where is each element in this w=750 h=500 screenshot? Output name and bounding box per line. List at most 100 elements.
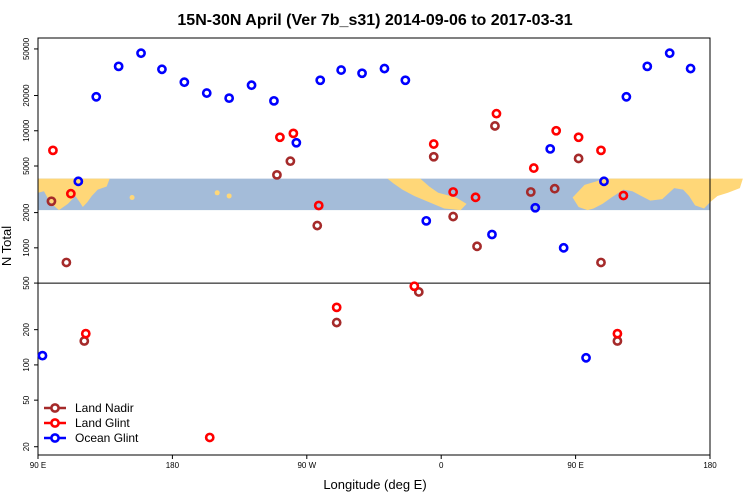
land-nadir-point <box>285 156 296 167</box>
x-tick-label: 0 <box>439 461 444 470</box>
ocean-glint-point <box>91 91 102 102</box>
land-nadir-point <box>448 211 459 222</box>
land-nadir-point <box>79 336 90 346</box>
ocean-glint-point <box>558 242 569 253</box>
land-nadir-point <box>46 196 57 207</box>
ocean-glint-point <box>642 61 653 72</box>
land-glint-point <box>528 163 539 173</box>
land-nadir-point <box>549 183 560 194</box>
world-map-strip <box>38 178 743 211</box>
ocean-glint-point <box>179 77 190 88</box>
legend-label-land-nadir: Land Nadir <box>75 401 134 415</box>
map-island-0 <box>129 195 135 201</box>
y-tick-label: 500 <box>22 276 31 290</box>
ocean-glint-point <box>113 61 124 72</box>
ocean-glint-point <box>545 144 556 154</box>
land-nadir-point <box>472 241 482 252</box>
y-tick-label: 10000 <box>22 119 31 142</box>
y-tick-label: 100 <box>22 358 31 372</box>
legend-marker-land-nadir <box>50 403 60 413</box>
land-nadir-point <box>61 257 72 268</box>
chart-title: 15N-30N April (Ver 7b_s31) 2014-09-06 to… <box>177 12 572 29</box>
ocean-glint-point <box>291 137 302 148</box>
ocean-glint-point <box>379 63 390 74</box>
land-nadir-point <box>413 287 424 297</box>
land-glint-point <box>551 125 562 136</box>
land-glint-point <box>204 432 215 443</box>
map-land-2 <box>572 178 743 211</box>
legend-label-land-glint: Land Glint <box>75 416 130 430</box>
x-tick-label: 90 W <box>297 461 316 470</box>
y-tick-label: 50000 <box>22 37 31 60</box>
ocean-glint-point <box>400 75 411 86</box>
legend-label-ocean-glint: Ocean Glint <box>75 431 139 445</box>
y-axis: 20 50 100 200 500 1000 2000 5000 10000 20000 50000 <box>22 37 38 451</box>
land-glint-point <box>470 192 481 203</box>
ocean-glint-point <box>599 176 609 187</box>
map-island-1 <box>214 190 220 196</box>
ocean-glint-point <box>421 215 432 226</box>
data-points <box>37 48 696 443</box>
plot-frame <box>37 37 711 456</box>
land-glint-point <box>65 188 76 199</box>
land-nadir-point <box>490 121 500 131</box>
ocean-glint-point <box>157 64 167 75</box>
land-nadir-point <box>331 317 342 328</box>
land-glint-point <box>491 108 502 119</box>
y-tick-label: 1000 <box>22 238 31 256</box>
x-tick-label: 180 <box>703 461 717 470</box>
land-glint-point <box>448 187 459 197</box>
land-glint-point <box>288 128 299 139</box>
y-tick-label: 20000 <box>22 84 31 107</box>
land-glint-point <box>275 132 285 143</box>
ocean-glint-point <box>269 95 279 106</box>
land-nadir-point <box>596 257 606 268</box>
y-tick-label: 200 <box>22 322 31 336</box>
land-nadir-point <box>312 220 323 231</box>
ocean-glint-point <box>530 202 541 213</box>
land-nadir-point <box>272 169 282 180</box>
x-axis: 90 E 180 90 W 0 90 E 180 <box>30 455 717 470</box>
map-land-1 <box>387 178 467 211</box>
ocean-glint-point <box>621 91 632 102</box>
land-glint-point <box>596 145 606 156</box>
x-tick-label: 90 E <box>30 461 46 470</box>
land-glint-point <box>331 302 342 313</box>
map-island-2 <box>226 193 232 199</box>
x-tick-label: 180 <box>166 461 180 470</box>
ocean-glint-point <box>37 350 48 361</box>
y-tick-label: 5000 <box>22 157 31 175</box>
y-tick-label: 50 <box>22 395 31 404</box>
ocean-glint-point <box>487 229 497 240</box>
ocean-glint-point <box>357 68 367 79</box>
land-nadir-point <box>428 151 439 162</box>
ocean-glint-point <box>315 75 326 86</box>
ocean-glint-point <box>224 93 235 104</box>
y-tick-label: 20 <box>22 442 31 451</box>
ocean-glint-point <box>73 176 84 187</box>
land-nadir-point <box>525 187 536 197</box>
ocean-glint-point <box>581 352 591 363</box>
y-axis-label: N Total <box>0 226 14 266</box>
land-glint-point <box>409 281 420 292</box>
land-glint-point <box>612 328 623 339</box>
legend-marker-ocean-glint <box>50 433 60 443</box>
ocean-glint-point <box>201 88 212 98</box>
land-glint-point <box>428 139 439 149</box>
land-glint-point <box>618 190 629 201</box>
x-tick-label: 90 E <box>567 461 583 470</box>
ocean-glint-point <box>136 48 146 59</box>
land-glint-point <box>48 145 58 156</box>
ocean-glint-point <box>685 63 696 74</box>
ocean-glint-point <box>246 80 257 91</box>
x-axis-label: Longitude (deg E) <box>323 477 426 492</box>
land-glint-point <box>313 200 324 211</box>
ocean-glint-point <box>336 65 347 75</box>
ocean-glint-point <box>664 48 675 59</box>
y-tick-label: 2000 <box>22 203 31 221</box>
legend-marker-land-glint <box>50 418 60 428</box>
land-glint-point <box>80 328 91 339</box>
land-glint-point <box>573 132 584 143</box>
